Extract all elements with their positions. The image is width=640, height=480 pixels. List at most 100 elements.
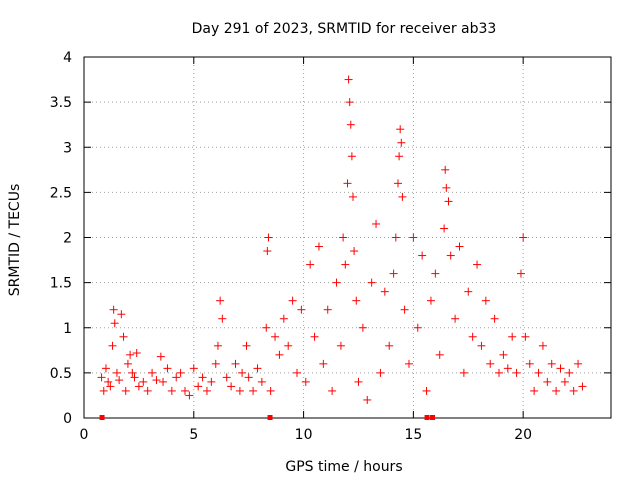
data-point bbox=[288, 296, 297, 305]
data-point bbox=[348, 192, 357, 201]
data-point bbox=[341, 260, 350, 269]
data-point bbox=[231, 359, 240, 368]
data-point bbox=[404, 359, 413, 368]
data-point bbox=[152, 376, 161, 385]
data-point bbox=[367, 278, 376, 287]
data-point bbox=[389, 269, 398, 278]
data-point bbox=[534, 368, 543, 377]
x-tick-label: 5 bbox=[189, 427, 198, 443]
data-point bbox=[159, 377, 168, 386]
data-point bbox=[468, 332, 477, 341]
data-point bbox=[109, 305, 118, 314]
data-point bbox=[339, 233, 348, 242]
data-point bbox=[97, 373, 106, 382]
data-point bbox=[249, 386, 258, 395]
data-point bbox=[394, 179, 403, 188]
data-point bbox=[422, 386, 431, 395]
data-point bbox=[442, 183, 451, 192]
data-point bbox=[99, 386, 108, 395]
data-point bbox=[431, 269, 440, 278]
data-point bbox=[556, 364, 565, 373]
data-point bbox=[271, 332, 280, 341]
y-tick-label: 4 bbox=[63, 50, 72, 66]
y-tick-label: 2 bbox=[63, 231, 72, 247]
data-point bbox=[396, 125, 405, 134]
data-point bbox=[398, 192, 407, 201]
data-point bbox=[139, 377, 148, 386]
chart-title: Day 291 of 2023, SRMTID for receiver ab3… bbox=[192, 21, 497, 37]
data-point bbox=[202, 386, 211, 395]
data-point bbox=[444, 197, 453, 206]
data-point bbox=[275, 350, 284, 359]
data-point bbox=[227, 382, 236, 391]
data-point bbox=[101, 364, 110, 373]
x-axis-ticks: 0 5 10 15 20 bbox=[80, 57, 532, 443]
data-point bbox=[328, 386, 337, 395]
data-point bbox=[134, 382, 143, 391]
data-point bbox=[363, 395, 372, 404]
data-point bbox=[455, 242, 464, 251]
data-point bbox=[578, 382, 587, 391]
gap-marker bbox=[424, 415, 430, 420]
data-point bbox=[380, 287, 389, 296]
data-point bbox=[343, 179, 352, 188]
data-point bbox=[538, 341, 547, 350]
data-point bbox=[347, 152, 356, 161]
data-point bbox=[519, 233, 528, 242]
data-point bbox=[123, 359, 132, 368]
data-point bbox=[512, 368, 521, 377]
data-point bbox=[148, 368, 157, 377]
data-point bbox=[490, 314, 499, 323]
data-point bbox=[156, 352, 165, 361]
data-point bbox=[397, 138, 406, 147]
data-point bbox=[266, 386, 275, 395]
data-point bbox=[235, 386, 244, 395]
data-point bbox=[395, 152, 404, 161]
data-point bbox=[121, 386, 130, 395]
data-point bbox=[352, 296, 361, 305]
data-point bbox=[391, 233, 400, 242]
data-point bbox=[301, 377, 310, 386]
data-point bbox=[440, 224, 449, 233]
data-point bbox=[244, 373, 253, 382]
gap-marker bbox=[430, 415, 436, 420]
y-axis-label: SRMTID / TECUs bbox=[7, 184, 23, 297]
data-point bbox=[413, 323, 422, 332]
data-point bbox=[418, 251, 427, 260]
data-point bbox=[543, 377, 552, 386]
gap-marker bbox=[267, 415, 273, 420]
data-point bbox=[314, 242, 323, 251]
data-point bbox=[376, 368, 385, 377]
y-tick-label: 1.5 bbox=[50, 276, 72, 292]
data-point bbox=[126, 350, 135, 359]
y-tick-label: 2.5 bbox=[50, 185, 72, 201]
y-tick-label: 1 bbox=[63, 321, 72, 337]
data-point bbox=[264, 233, 273, 242]
data-point bbox=[218, 314, 227, 323]
data-points bbox=[97, 75, 587, 404]
data-point bbox=[207, 377, 216, 386]
data-point bbox=[238, 368, 247, 377]
data-point bbox=[477, 341, 486, 350]
data-point bbox=[547, 359, 556, 368]
data-point bbox=[185, 391, 194, 400]
data-point bbox=[213, 341, 222, 350]
data-point bbox=[569, 386, 578, 395]
data-point bbox=[464, 287, 473, 296]
data-point bbox=[104, 377, 113, 386]
data-point bbox=[279, 314, 288, 323]
data-point bbox=[297, 305, 306, 314]
data-point bbox=[459, 368, 468, 377]
data-point bbox=[503, 364, 512, 373]
data-point bbox=[222, 373, 231, 382]
data-point bbox=[115, 376, 124, 385]
data-point bbox=[372, 219, 381, 228]
data-point bbox=[426, 296, 435, 305]
data-point bbox=[400, 305, 409, 314]
data-point bbox=[257, 377, 266, 386]
data-point bbox=[508, 332, 517, 341]
gap-marker bbox=[99, 415, 105, 420]
data-point bbox=[473, 260, 482, 269]
